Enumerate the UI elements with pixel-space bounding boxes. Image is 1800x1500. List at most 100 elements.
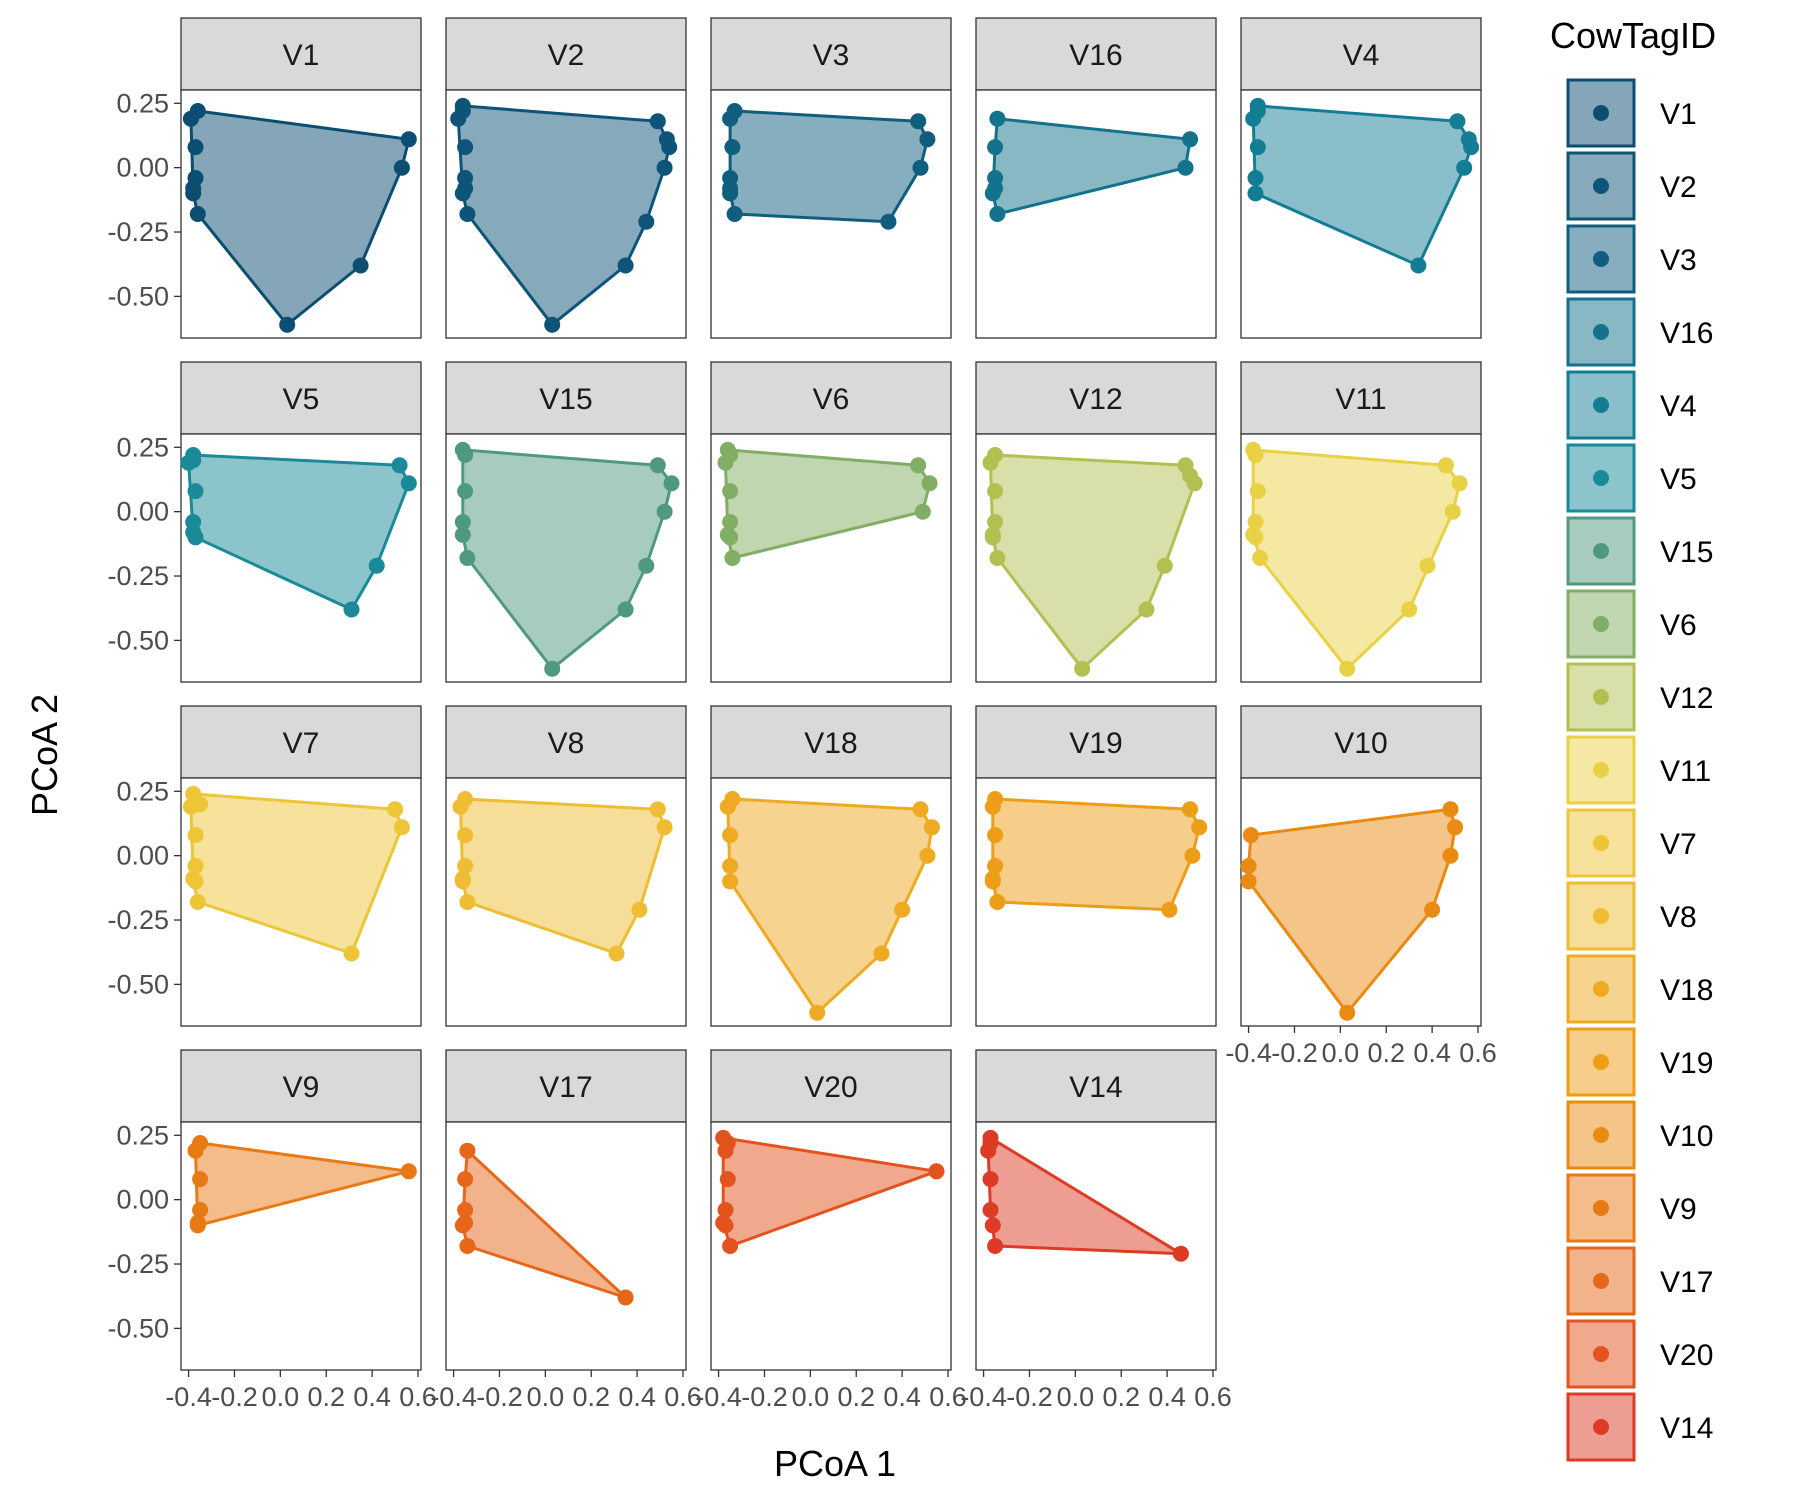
legend-key-point [1593, 397, 1609, 413]
facet-strip [180, 361, 422, 435]
facet-strip-label: V18 [804, 727, 857, 760]
data-point [910, 113, 927, 130]
y-axis-title: PCoA 2 [24, 694, 65, 816]
data-point [722, 514, 739, 530]
legend-label: V15 [1660, 536, 1713, 569]
x-tick-label: -0.4 [1225, 1038, 1272, 1068]
legend-label: V11 [1660, 755, 1711, 788]
data-point [459, 1238, 476, 1254]
legend-item-V5: V5 [1566, 443, 1697, 513]
y-tick-label: -0.25 [107, 1249, 169, 1279]
facet-strip-label: V15 [539, 383, 592, 416]
legend-key-point [1593, 1200, 1609, 1216]
legend-item-V3: V3 [1566, 224, 1697, 294]
y-tick-label: 0.00 [116, 841, 169, 871]
facet-panel-V19: V19 [975, 705, 1217, 1027]
legend-item-V17: V17 [1566, 1246, 1713, 1316]
data-point [1177, 457, 1194, 474]
data-point [989, 206, 1006, 222]
data-point [722, 1238, 739, 1254]
legend-item-V18: V18 [1566, 954, 1713, 1024]
data-point [722, 858, 739, 874]
facet-strip [445, 1049, 687, 1123]
data-point [1182, 801, 1199, 818]
facet-panel-V3: V3 [710, 17, 952, 339]
data-point [1249, 139, 1266, 156]
data-point [919, 847, 936, 864]
facet-strip-label: V2 [548, 39, 585, 72]
data-point [457, 791, 474, 807]
data-point [454, 103, 471, 119]
data-point [912, 801, 929, 818]
data-point [987, 139, 1004, 156]
data-point [921, 475, 938, 492]
y-tick-label: 0.25 [116, 88, 169, 118]
data-point [189, 894, 206, 910]
x-tick-label: 0.0 [1322, 1038, 1360, 1068]
y-tick-label: -0.50 [107, 969, 169, 999]
facet-strip-label: V10 [1334, 727, 1387, 760]
data-point [1247, 170, 1264, 186]
data-point [459, 550, 476, 566]
legend-label: V19 [1660, 1047, 1713, 1080]
data-point [717, 454, 734, 471]
x-tick-label: 0.6 [1459, 1038, 1497, 1068]
data-point [192, 1135, 209, 1151]
data-point [189, 1217, 206, 1234]
data-point [914, 503, 931, 520]
data-point [617, 601, 634, 618]
legend-label: V20 [1660, 1339, 1713, 1372]
data-point [1240, 873, 1257, 890]
data-point [987, 514, 1004, 530]
data-point [880, 213, 897, 230]
legend-label: V7 [1660, 828, 1697, 861]
data-point [187, 483, 204, 500]
data-point [912, 159, 929, 176]
data-point [1437, 457, 1454, 474]
y-tick-label: 0.25 [116, 1120, 169, 1150]
data-point [454, 514, 471, 530]
data-point [656, 819, 673, 836]
data-point [459, 894, 476, 910]
data-point [459, 1142, 476, 1159]
legend-item-V4: V4 [1566, 370, 1697, 440]
facet-strip-label: V20 [804, 1071, 857, 1104]
data-point [663, 475, 680, 492]
y-tick-label: 0.25 [116, 776, 169, 806]
facet-panel-V7: V7 0.25 0.00 -0.25 -0.50 [107, 705, 422, 1027]
data-point [638, 213, 655, 230]
facet-strip [710, 361, 952, 435]
data-point [393, 819, 410, 836]
x-tick-label: 0.6 [399, 1382, 437, 1412]
facet-strip-label: V6 [813, 383, 850, 416]
data-point [649, 113, 666, 130]
x-tick-label: 0.4 [353, 1382, 391, 1412]
data-point [1184, 847, 1201, 864]
facet-panel-V15: V15 [445, 361, 687, 683]
legend-label: V4 [1660, 390, 1697, 423]
data-point [987, 447, 1004, 463]
data-point [989, 550, 1006, 566]
x-axis-title: PCoA 1 [774, 1443, 896, 1484]
data-point [457, 483, 474, 500]
data-point [722, 827, 739, 844]
data-point [722, 529, 739, 546]
data-point [352, 257, 369, 274]
data-point [454, 1217, 471, 1234]
data-point [717, 1202, 734, 1218]
legend-key-point [1593, 835, 1609, 851]
data-point [987, 858, 1004, 874]
legend-key-point [1593, 616, 1609, 632]
legend-label: V6 [1660, 609, 1697, 642]
data-point [185, 185, 202, 202]
facet-strip [180, 17, 422, 91]
hull-polygon-V3 [728, 109, 929, 224]
legend-label: V16 [1660, 317, 1713, 350]
facet-strip-label: V1 [283, 39, 320, 72]
legend-key-point [1593, 1346, 1609, 1362]
x-tick-label: 0.4 [1148, 1382, 1186, 1412]
data-point [722, 483, 739, 500]
data-point [719, 1171, 736, 1188]
hull-polygon-V18 [726, 797, 934, 1015]
